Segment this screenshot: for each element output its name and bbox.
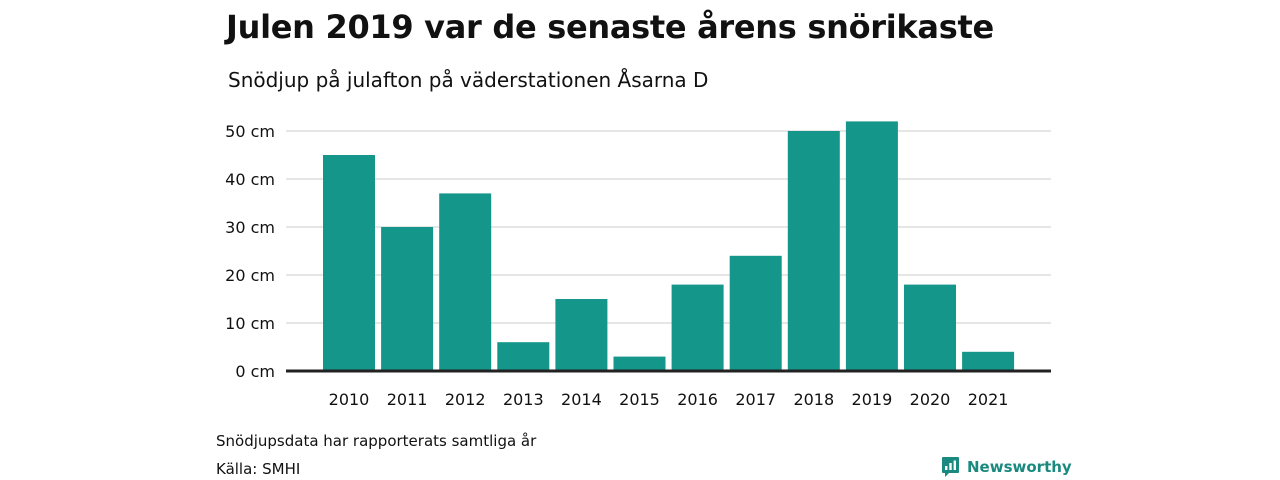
x-tick-label: 2013 (503, 390, 544, 409)
bars (323, 121, 1015, 372)
y-tick-label: 50 cm (225, 122, 275, 141)
x-tick-label: 2018 (793, 390, 834, 409)
y-tick-label: 40 cm (225, 170, 275, 189)
x-tick-label: 2012 (445, 390, 486, 409)
chart-title: Julen 2019 var de senaste årens snörikas… (226, 8, 994, 46)
x-tick-label: 2021 (968, 390, 1009, 409)
x-tick-label: 2020 (910, 390, 951, 409)
bar-chart-speech-icon (942, 457, 959, 477)
bar-2011 (381, 227, 434, 371)
x-tick-label: 2016 (677, 390, 718, 409)
bar-2019 (845, 121, 898, 372)
x-tick-label: 2017 (735, 390, 776, 409)
chart-subtitle: Snödjup på julafton på väderstationen Ås… (228, 68, 709, 92)
y-axis-ticks: 0 cm 10 cm 20 cm 30 cm 40 cm 50 cm (225, 122, 275, 381)
data-note: Snödjupsdata har rapporterats samtliga å… (216, 432, 537, 450)
bar-2010 (323, 155, 375, 371)
bar-2012 (439, 193, 492, 371)
y-tick-label: 0 cm (235, 362, 275, 381)
x-axis-ticks: 2010 2011 2012 2013 2014 2015 2016 2017 2018 2019… (329, 390, 1009, 409)
y-tick-label: 30 cm (225, 218, 275, 237)
y-tick-label: 10 cm (225, 314, 275, 333)
bar-2020 (904, 284, 956, 371)
bar-2017 (729, 255, 782, 371)
brand-name: Newsworthy (967, 458, 1072, 476)
x-tick-label: 2015 (619, 390, 660, 409)
x-tick-label: 2011 (387, 390, 428, 409)
x-tick-label: 2019 (852, 390, 893, 409)
bar-2014 (555, 299, 608, 371)
x-tick-label: 2014 (561, 390, 602, 409)
brand-logo[interactable]: Newsworthy (941, 456, 1072, 478)
y-tick-label: 20 cm (225, 266, 275, 285)
bar-2015 (613, 356, 666, 371)
bar-2021 (962, 351, 1015, 371)
source-credit: Källa: SMHI (216, 460, 301, 478)
bar-2013 (497, 342, 550, 371)
x-tick-label: 2010 (329, 390, 370, 409)
bar-2016 (671, 284, 724, 371)
bar-2018 (787, 131, 840, 371)
